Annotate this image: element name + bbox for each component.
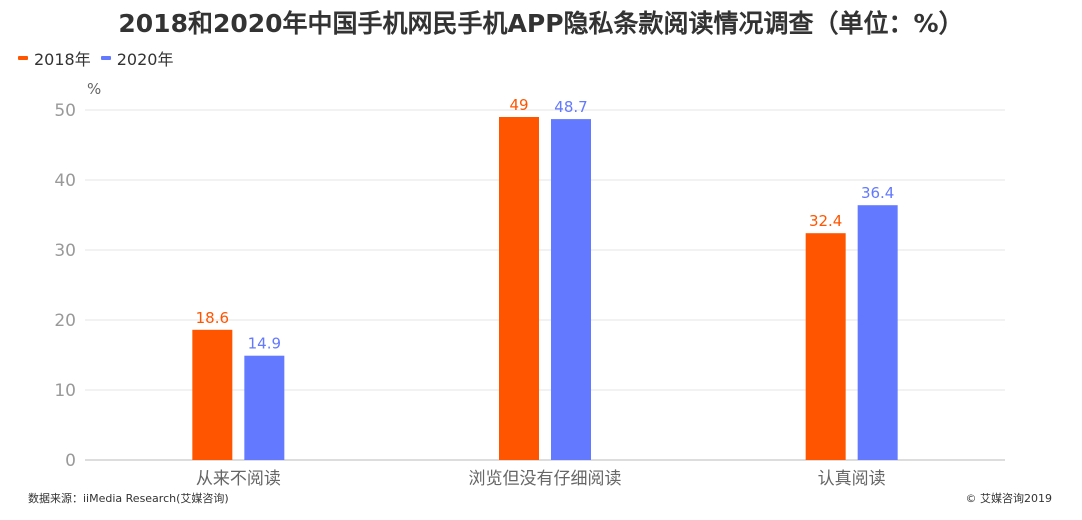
x-tick-label: 从来不阅读 [196,469,281,489]
legend-item-2018[interactable]: 2018年 [18,46,91,70]
bar [857,205,898,460]
y-tick-label: 10 [54,381,76,401]
source-note: 数据来源：iiMedia Research(艾媒咨询) [28,492,229,505]
data-label: 49 [509,96,528,114]
chart-title: 2018和2020年中国手机网民手机APP隐私条款阅读情况调查（单位：%） [118,9,964,38]
legend-label-2020: 2020年 [116,50,174,69]
bar [551,119,591,460]
y-tick-label: 30 [54,241,76,261]
legend-item-2020[interactable]: 2020年 [100,46,174,70]
bar [805,233,846,460]
data-label: 36.4 [861,184,894,202]
legend-swatch-2020 [100,56,111,60]
data-label: 14.9 [248,335,281,353]
x-tick-label: 浏览但没有仔细阅读 [469,469,622,489]
data-label: 32.4 [809,212,842,230]
legend-label-2018: 2018年 [34,50,91,69]
data-label: 18.6 [196,309,229,327]
bar [499,117,539,460]
y-tick-label: 40 [54,171,76,191]
copyright-note: © 艾媒咨询2019 [965,492,1053,505]
x-tick-label: 认真阅读 [818,469,886,489]
legend-swatch-2018 [18,56,28,60]
legend: 2018年 2020年 [18,46,183,70]
y-tick-label: 50 [54,101,76,121]
data-label: 48.7 [554,98,587,116]
y-axis-unit-label: % [87,80,101,98]
y-tick-label: 0 [65,451,76,471]
bar [192,329,233,460]
bar [244,355,285,460]
y-tick-label: 20 [54,311,76,331]
